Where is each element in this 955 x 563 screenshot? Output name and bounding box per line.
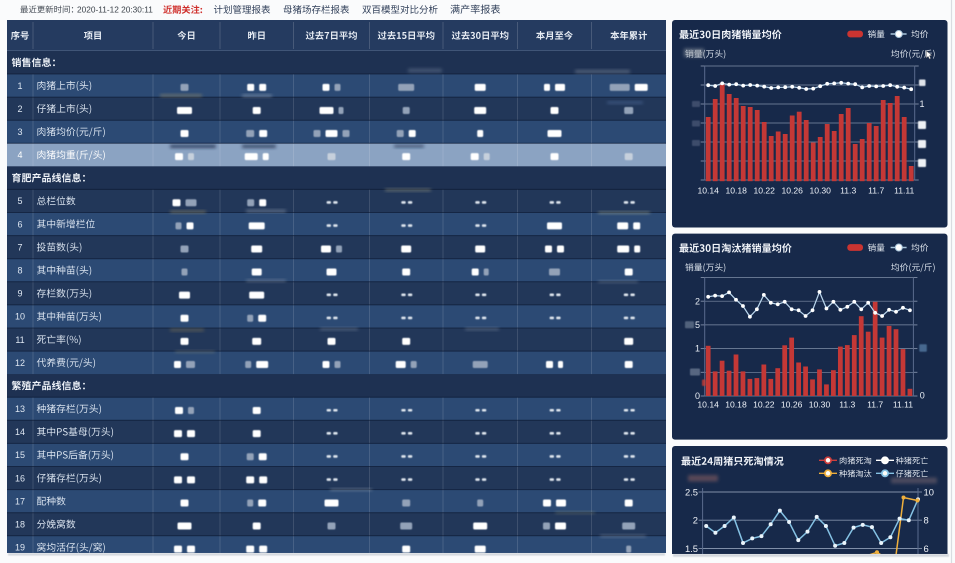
svg-text:4: 4: [17, 150, 22, 160]
svg-text:1: 1: [920, 99, 925, 109]
svg-text:18: 18: [15, 519, 25, 529]
svg-text:2: 2: [17, 104, 22, 114]
svg-text:11.11: 11.11: [893, 400, 913, 410]
svg-text:11.11: 11.11: [894, 186, 914, 196]
svg-text:10: 10: [15, 312, 25, 322]
svg-text:6: 6: [924, 543, 929, 554]
svg-text:1: 1: [17, 81, 22, 91]
svg-text:10.18: 10.18: [725, 186, 747, 196]
svg-text:11.3: 11.3: [839, 400, 855, 410]
svg-text:16: 16: [15, 473, 25, 483]
svg-text:14: 14: [15, 427, 25, 437]
svg-text:8: 8: [924, 515, 929, 526]
svg-text:10: 10: [924, 486, 934, 497]
svg-text:1: 1: [695, 344, 700, 354]
svg-text:5: 5: [17, 196, 22, 206]
svg-text:10.26: 10.26: [781, 400, 803, 410]
svg-text:5: 5: [695, 320, 700, 330]
svg-text:11.7: 11.7: [867, 400, 883, 410]
svg-text:10.26: 10.26: [781, 186, 803, 196]
svg-text:10.22: 10.22: [753, 400, 775, 410]
svg-text:13: 13: [15, 404, 25, 414]
svg-text:19: 19: [15, 543, 25, 553]
svg-text:12: 12: [15, 358, 25, 368]
svg-text:10.30: 10.30: [809, 186, 831, 196]
svg-text:2: 2: [693, 515, 698, 526]
svg-text:2: 2: [695, 296, 700, 306]
svg-text:9: 9: [17, 289, 22, 299]
svg-text:10.18: 10.18: [725, 400, 747, 410]
svg-text:1.5: 1.5: [685, 543, 698, 554]
svg-text:10.22: 10.22: [753, 186, 775, 196]
svg-text:11.7: 11.7: [868, 186, 884, 196]
svg-text:11.3: 11.3: [840, 186, 856, 196]
svg-text:15: 15: [15, 450, 25, 460]
svg-text:11: 11: [15, 335, 24, 345]
svg-text:3: 3: [17, 127, 22, 137]
svg-text:2020-11-12 20:30:11: 2020-11-12 20:30:11: [77, 5, 153, 15]
svg-text:10.14: 10.14: [697, 186, 719, 196]
svg-text:2.5: 2.5: [685, 486, 698, 497]
svg-text:7: 7: [17, 242, 22, 252]
svg-text:10.14: 10.14: [697, 400, 719, 410]
svg-text:0: 0: [695, 391, 700, 401]
svg-text:0: 0: [920, 391, 925, 401]
svg-text:17: 17: [15, 496, 25, 506]
svg-text:10.30: 10.30: [809, 400, 831, 410]
svg-text:8: 8: [17, 265, 22, 275]
svg-text:6: 6: [17, 219, 22, 229]
